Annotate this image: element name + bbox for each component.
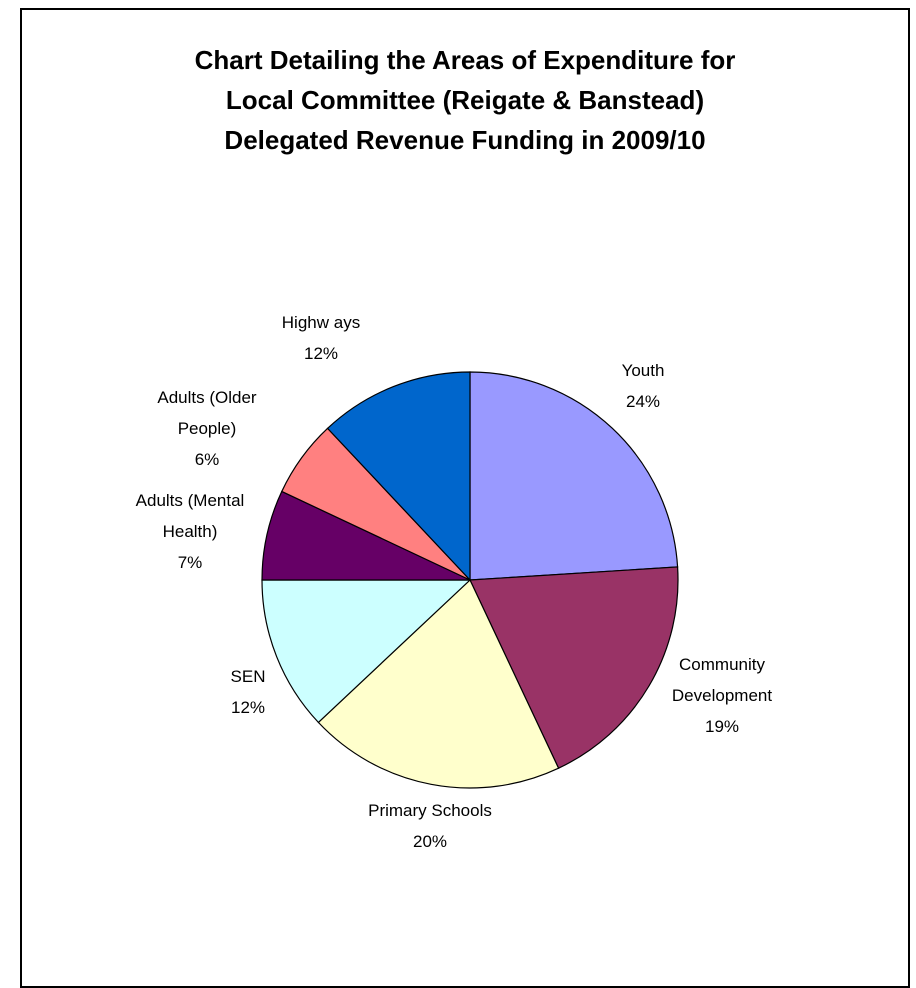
slice-percent: 19%: [705, 717, 739, 736]
chart-title: Chart Detailing the Areas of Expenditure…: [20, 40, 910, 160]
slice-label-line: Adults (Mental: [136, 491, 245, 510]
pie-slice-youth: [469, 371, 679, 581]
slice-label-primary-schools: Primary Schools 20%: [368, 801, 492, 851]
slice-label-sen: SEN 12%: [231, 667, 266, 717]
slice-label-line: Primary Schools: [368, 801, 492, 820]
slice-percent: 20%: [413, 832, 447, 851]
pie-slice-primary-schools: [317, 578, 560, 789]
slice-label-adults-mental-health: Adults (Mental Health) 7%: [136, 491, 245, 572]
slice-label-community-development: Community Development 19%: [672, 655, 772, 736]
slice-label-line: Development: [672, 686, 772, 705]
slice-label-line: SEN: [231, 667, 266, 686]
slice-label-highways: Highw ays 12%: [282, 313, 360, 363]
pie-slice-community-development: [469, 566, 679, 769]
slice-label-line: Adults (Older: [157, 388, 257, 407]
chart-title-line-1: Chart Detailing the Areas of Expenditure…: [194, 45, 736, 75]
slice-percent: 24%: [626, 392, 660, 411]
slice-label-line: Health): [163, 522, 218, 541]
slice-label-line: People): [178, 419, 237, 438]
chart-title-line-3: Delegated Revenue Funding in 2009/10: [224, 125, 706, 155]
slice-label-youth: Youth 24%: [622, 361, 665, 411]
slice-percent: 7%: [178, 553, 203, 572]
slice-label-adults-older-people: Adults (Older People) 6%: [157, 388, 257, 469]
slice-percent: 12%: [304, 344, 338, 363]
pie-slice-highways: [326, 371, 471, 582]
slice-label-line: Community: [679, 655, 765, 674]
pie-chart: Youth 24% Community Development 19% Primary S…: [136, 313, 773, 851]
slice-percent: 12%: [231, 698, 265, 717]
chart-title-line-2: Local Committee (Reigate & Banstead): [225, 85, 705, 115]
slice-label-line: Youth: [622, 361, 665, 380]
slice-label-line: Highw ays: [282, 313, 360, 332]
slice-percent: 6%: [195, 450, 220, 469]
pie-slice-sen: [261, 579, 472, 724]
